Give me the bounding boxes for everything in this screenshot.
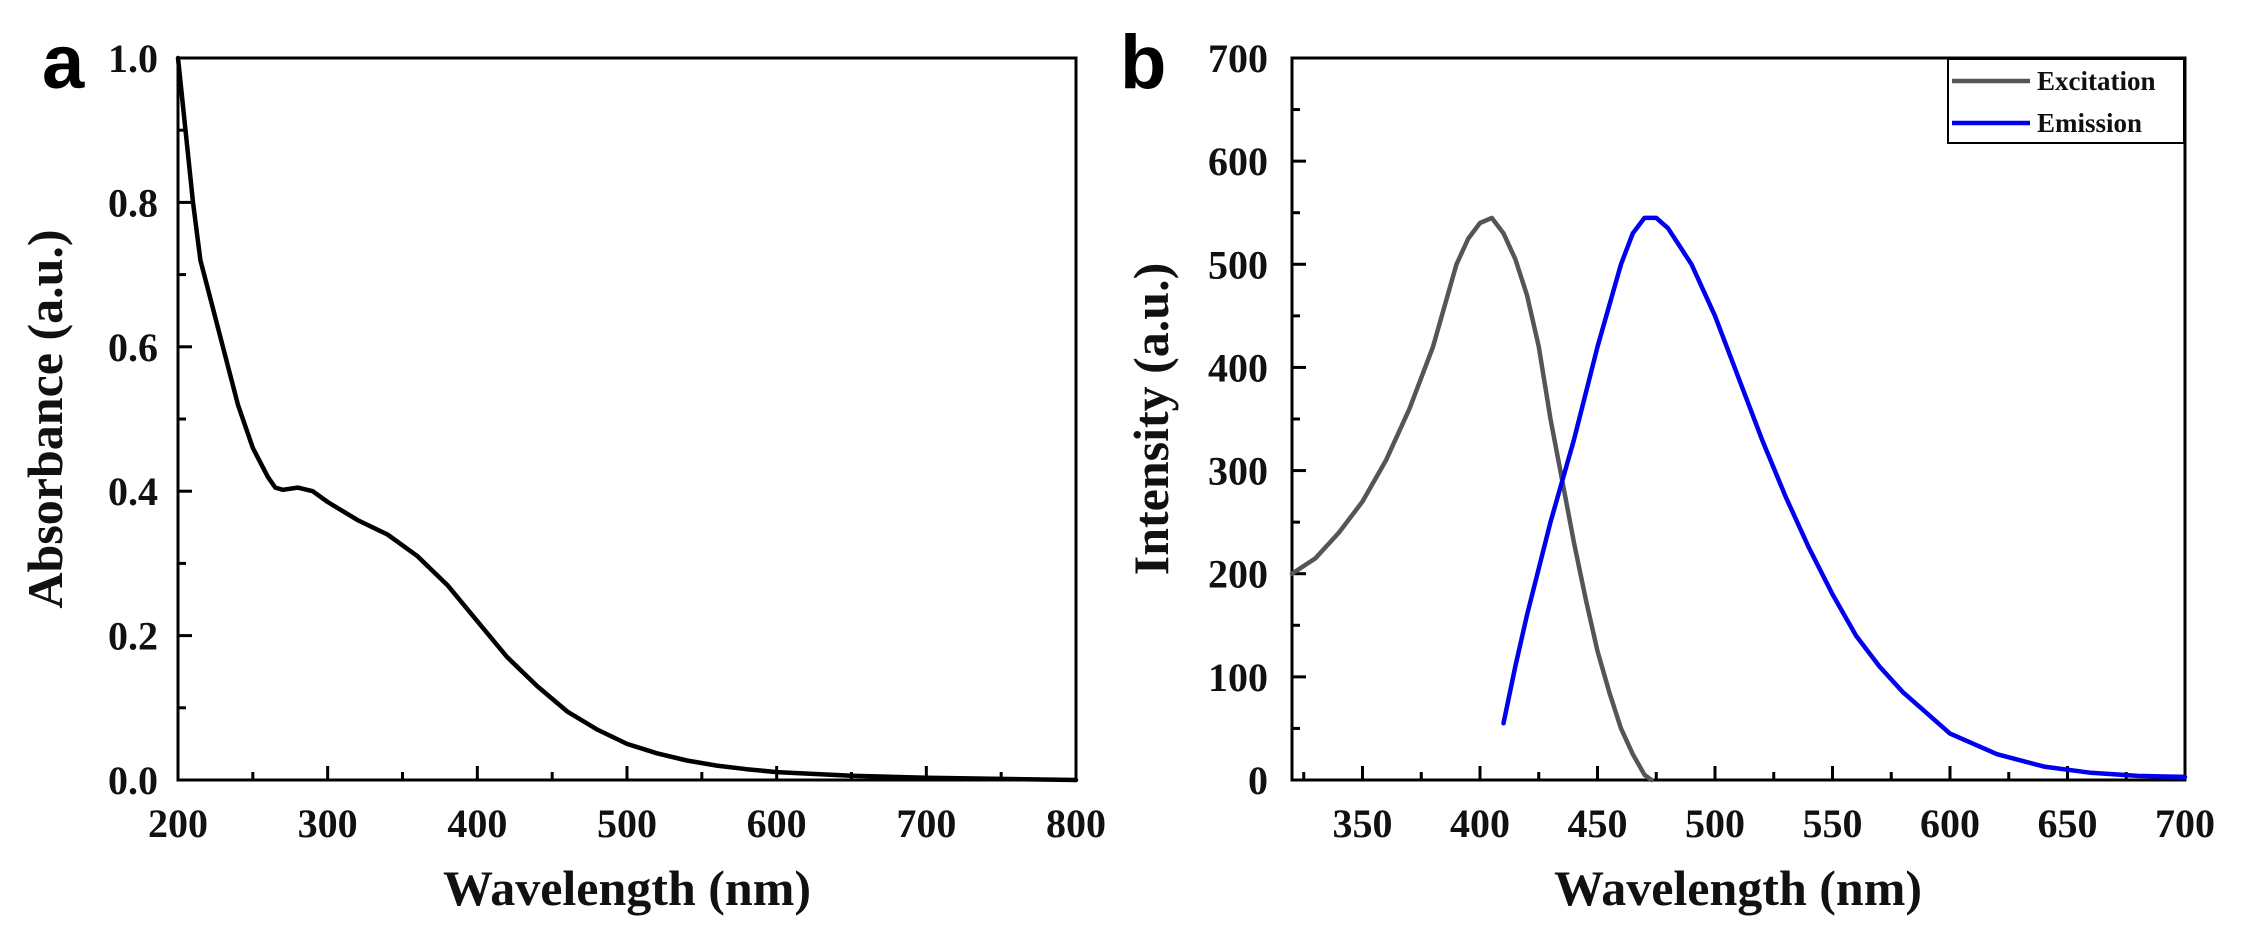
panel-b-series-excitation-line bbox=[1289, 215, 1654, 783]
panel-a-curves bbox=[175, 55, 1079, 783]
panel-a-ticks bbox=[176, 56, 1078, 782]
panel-b-y-tick-label: 600 bbox=[1208, 139, 1268, 184]
legend-box bbox=[1947, 58, 2185, 144]
panel-b-x-tick-label: 450 bbox=[1568, 801, 1628, 846]
panel-b-tick-labels: 350 400 450 500 550 600 650 700 0 100 200 300 400 500… bbox=[1208, 36, 2215, 846]
panel-a-y-tick-label: 0.4 bbox=[108, 469, 158, 514]
panel-b-y-tick-label: 0 bbox=[1248, 758, 1268, 803]
panel-b-x-tick-label: 500 bbox=[1685, 801, 1745, 846]
panel-b-series-emission-line bbox=[1501, 215, 2188, 780]
panel-b-x-tick-label: 650 bbox=[2038, 801, 2098, 846]
panel-b-x-tick-label: 600 bbox=[1920, 801, 1980, 846]
panel-a-x-tick-label: 500 bbox=[597, 801, 657, 846]
panel-a-x-tick-label: 600 bbox=[747, 801, 807, 846]
panel-b-ticks bbox=[1292, 56, 2187, 782]
panel-a-x-tick-label: 800 bbox=[1046, 801, 1106, 846]
panel-a-x-tick-label: 300 bbox=[298, 801, 358, 846]
panel-b-y-tick-label: 300 bbox=[1208, 449, 1268, 494]
panel-a-x-tick-label: 200 bbox=[148, 801, 208, 846]
panel-a-y-tick-label: 1.0 bbox=[108, 36, 158, 81]
legend-excitation-label: Excitation bbox=[2037, 66, 2156, 96]
panel-a: a 200 300 400 500 600 700 800 0.0 0.2 0.4 0.6 0.8 1.… bbox=[17, 20, 1106, 916]
panel-a-plot-frame bbox=[176, 56, 1078, 782]
panel-b-x-tick-label: 350 bbox=[1333, 801, 1393, 846]
panel-a-x-axis-title: Wavelength (nm) bbox=[443, 860, 811, 916]
panel-b-curves bbox=[1289, 215, 2188, 783]
panel-b-y-tick-label: 500 bbox=[1208, 242, 1268, 287]
panel-a-y-tick-label: 0.2 bbox=[108, 614, 158, 659]
panel-b-x-tick-label: 550 bbox=[1803, 801, 1863, 846]
panel-b-y-tick-label: 100 bbox=[1208, 655, 1268, 700]
panel-a-x-tick-label: 400 bbox=[447, 801, 507, 846]
panel-b-y-tick-label: 700 bbox=[1208, 36, 1268, 81]
panel-b-x-tick-label: 700 bbox=[2155, 801, 2215, 846]
panel-b-y-axis-title: Intensity (a.u.) bbox=[1123, 263, 1179, 576]
panel-b-y-tick-label: 200 bbox=[1208, 552, 1268, 597]
panel-b-y-tick-label: 400 bbox=[1208, 345, 1268, 390]
panel-a-label: a bbox=[42, 20, 85, 105]
panel-a-y-tick-label: 0.0 bbox=[108, 758, 158, 803]
panel-a-y-tick-label: 0.6 bbox=[108, 325, 158, 370]
panel-a-tick-labels: 200 300 400 500 600 700 800 0.0 0.2 0.4 0.6 0.8 1.0 bbox=[108, 36, 1106, 846]
panel-a-y-axis-title: Absorbance (a.u.) bbox=[17, 229, 73, 608]
panel-b-legend: Excitation Emission bbox=[1947, 58, 2185, 144]
panel-b-x-tick-label: 400 bbox=[1450, 801, 1510, 846]
panel-b-label: b bbox=[1120, 20, 1166, 105]
panel-b-x-axis-title: Wavelength (nm) bbox=[1554, 860, 1922, 916]
panel-b: b 350 400 450 500 550 600 650 700 0 100 200 300 400 5… bbox=[1120, 20, 2215, 916]
legend-emission-label: Emission bbox=[2037, 108, 2142, 138]
panel-a-series-absorbance-line bbox=[175, 55, 1079, 783]
panel-a-x-tick-label: 700 bbox=[896, 801, 956, 846]
panel-b-plot-frame bbox=[1290, 56, 2187, 782]
panel-a-y-tick-label: 0.8 bbox=[108, 180, 158, 225]
